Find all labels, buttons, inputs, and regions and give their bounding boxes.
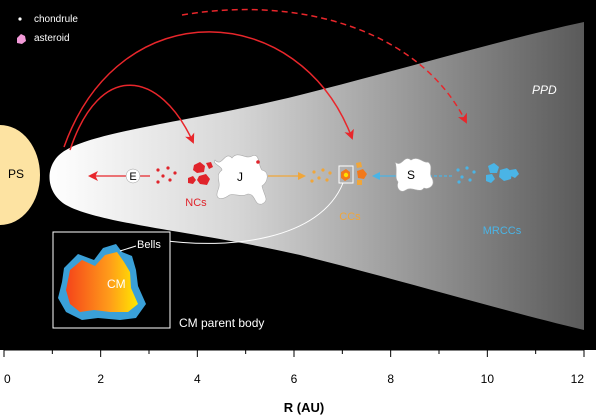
transport-arrow-to-mrcc-region	[181, 8, 467, 124]
x-axis-ticks: 0 2 4 6 8 10 12	[3, 350, 585, 386]
x-tick-label: 10	[481, 372, 495, 386]
protostar	[0, 125, 40, 225]
rim-label-leader	[119, 245, 137, 252]
rim-label: Bells	[137, 239, 161, 251]
legend-chondrule-label: chondrule	[34, 14, 78, 25]
x-tick-label: 6	[291, 372, 298, 386]
mrcc-asteroids	[486, 163, 519, 183]
x-tick-label: 2	[97, 372, 104, 386]
disk-label: PPD	[532, 83, 557, 97]
cm-body-core	[66, 252, 138, 312]
cc-chondrules	[310, 168, 332, 183]
nc-group-label: NCs	[185, 197, 207, 209]
x-tick-label: 12	[571, 372, 585, 386]
cm-asteroid-highlight-box	[338, 165, 354, 184]
x-axis-title: R (AU)	[284, 400, 324, 415]
earth-label: E	[129, 171, 136, 183]
nc-chondrules	[156, 166, 177, 184]
protoplanetary-disk	[49, 22, 584, 330]
transport-arrow-to-cc-region	[63, 31, 354, 148]
jupiter-label: J	[237, 170, 243, 184]
chondrule-legend-icon	[18, 17, 22, 21]
legend-asteroid-label: asteroid	[34, 33, 70, 44]
nc-asteroids	[188, 162, 213, 185]
cc-asteroids	[341, 162, 367, 185]
mrcc-chondrules	[456, 166, 476, 184]
x-tick-label: 4	[194, 372, 201, 386]
transport-arrow-to-nc-region	[69, 84, 195, 151]
star-label: PS	[8, 167, 24, 181]
saturn-label: S	[407, 168, 415, 182]
cm-core-label: CM	[107, 277, 126, 291]
mrcc-group-label: MRCCs	[483, 225, 522, 237]
inset-caption: CM parent body	[179, 316, 264, 330]
earth-symbol	[125, 168, 141, 184]
x-tick-label: 0	[4, 372, 11, 386]
saturn-symbol	[394, 158, 434, 192]
jupiter-symbol	[214, 154, 268, 205]
cc-group-label: CCs	[339, 211, 361, 223]
x-tick-label: 8	[387, 372, 394, 386]
asteroid-legend-icon	[17, 34, 26, 44]
inset-connector	[159, 182, 344, 244]
